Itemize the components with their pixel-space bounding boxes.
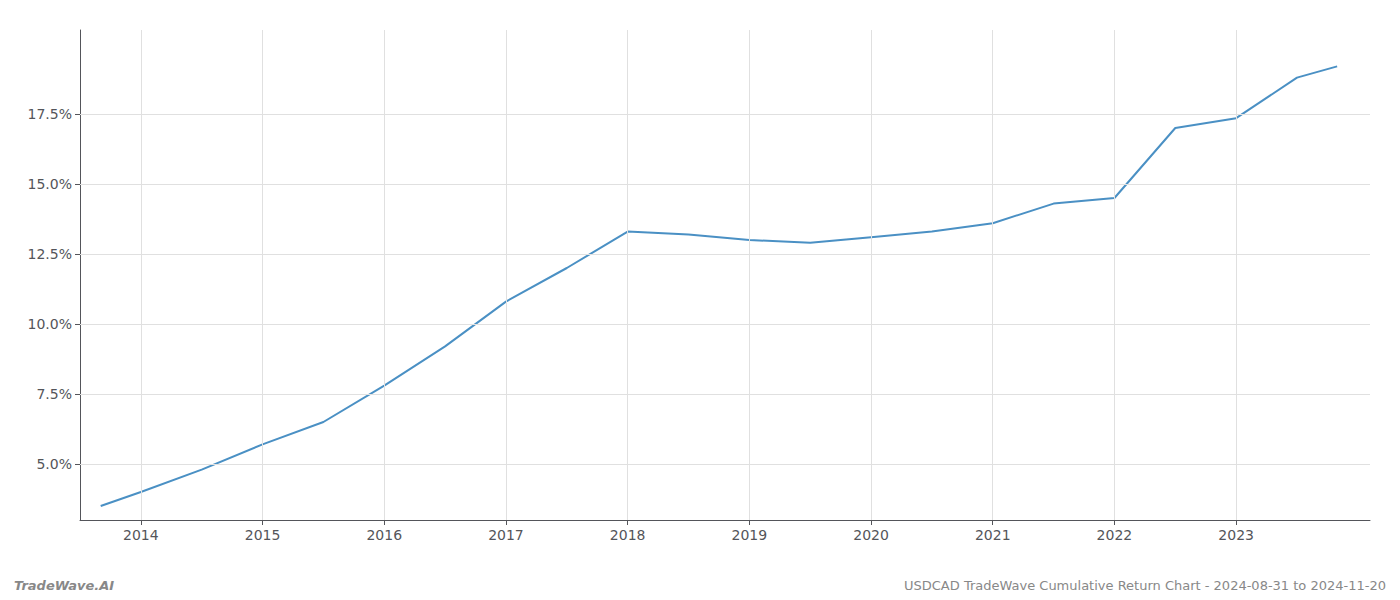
svg-text:2015: 2015 xyxy=(245,527,281,543)
svg-text:12.5%: 12.5% xyxy=(28,246,72,262)
svg-text:2017: 2017 xyxy=(488,527,524,543)
svg-text:17.5%: 17.5% xyxy=(28,106,72,122)
svg-text:2018: 2018 xyxy=(610,527,646,543)
svg-text:10.0%: 10.0% xyxy=(28,316,72,332)
svg-text:2020: 2020 xyxy=(853,527,889,543)
svg-text:5.0%: 5.0% xyxy=(36,456,72,472)
svg-text:7.5%: 7.5% xyxy=(36,386,72,402)
svg-text:15.0%: 15.0% xyxy=(28,176,72,192)
svg-text:2022: 2022 xyxy=(1097,527,1133,543)
svg-text:USDCAD TradeWave Cumulative Re: USDCAD TradeWave Cumulative Return Chart… xyxy=(904,578,1386,593)
svg-text:2014: 2014 xyxy=(123,527,159,543)
svg-text:2016: 2016 xyxy=(366,527,402,543)
svg-text:2023: 2023 xyxy=(1218,527,1254,543)
svg-text:2021: 2021 xyxy=(975,527,1011,543)
svg-text:2019: 2019 xyxy=(732,527,768,543)
svg-text:TradeWave.AI: TradeWave.AI xyxy=(14,578,114,593)
